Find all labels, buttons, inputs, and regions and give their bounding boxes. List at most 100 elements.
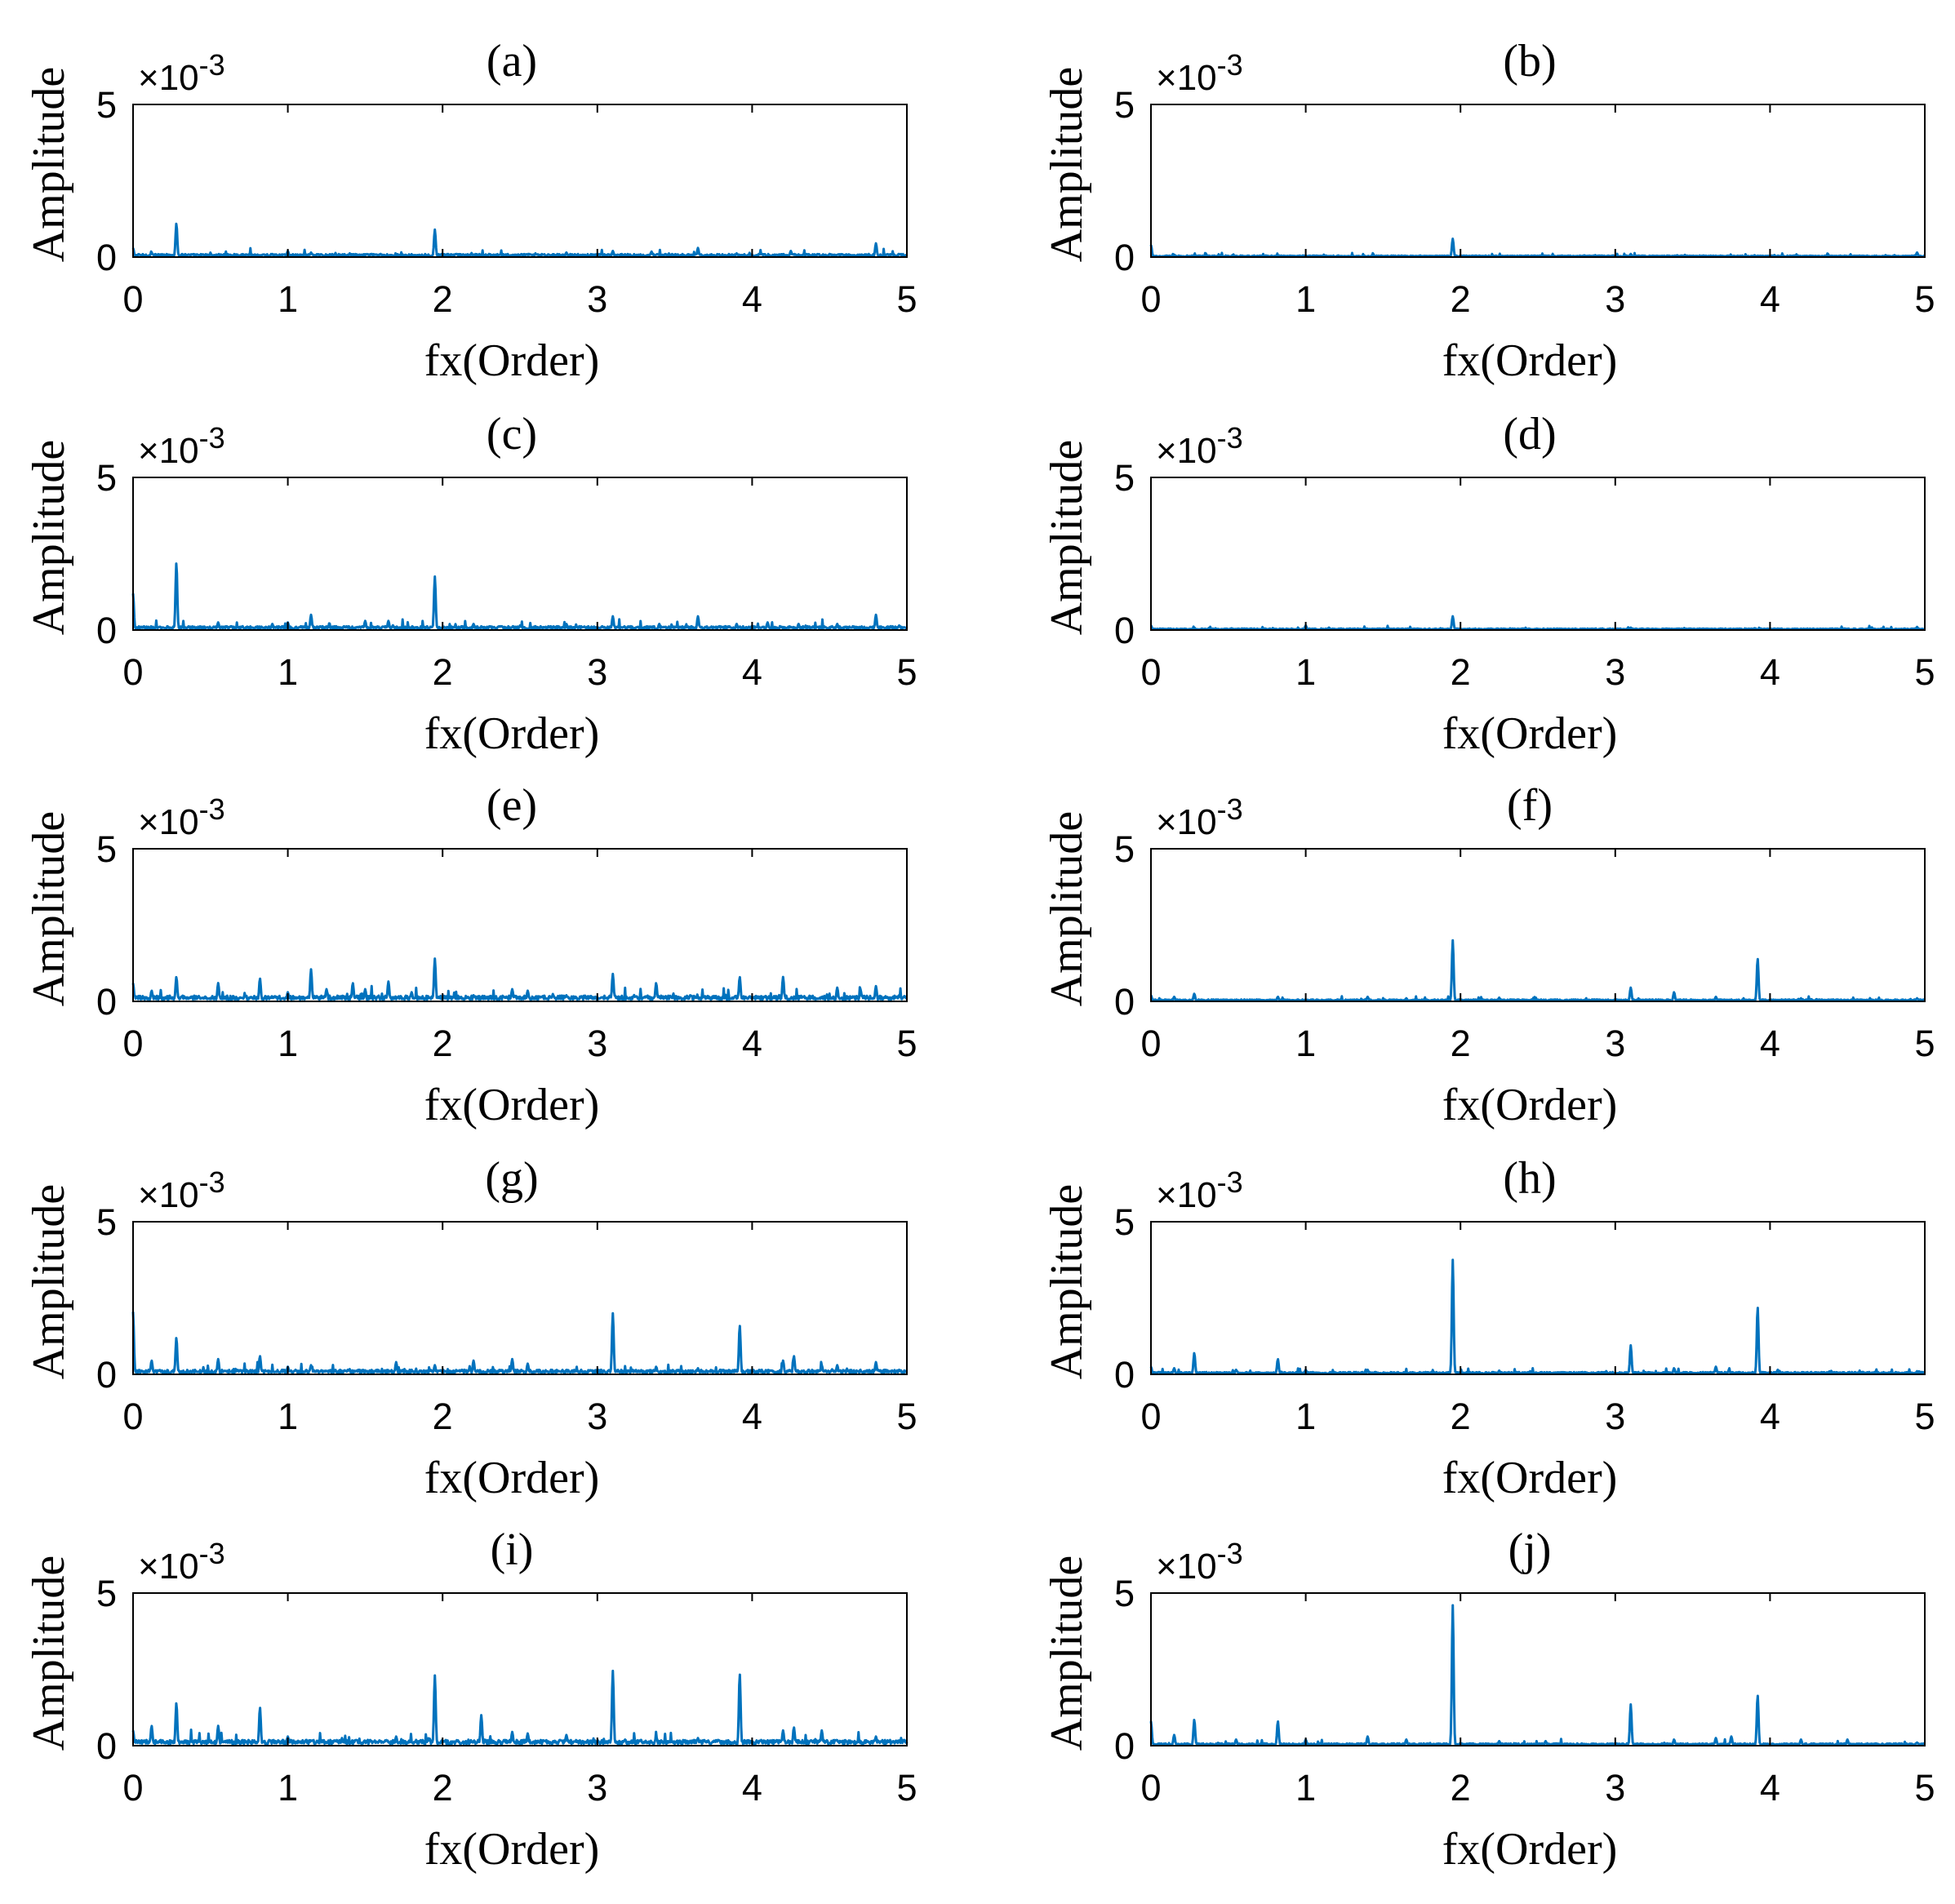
axes-box [132, 104, 908, 258]
y-tick-label: 5 [96, 457, 117, 499]
x-tick-label: 2 [433, 1767, 453, 1809]
exponent-label: ×10-3 [1156, 1165, 1243, 1215]
exponent-power: -3 [199, 792, 225, 826]
y-axis-label: Amplitude [24, 440, 74, 636]
x-tick-label: 4 [742, 278, 762, 320]
subplot-j: 0 1 2 3 4 5 0 5 ×10-3 (j) fx(Order) Amplitude [1042, 1525, 1935, 1875]
x-tick-label: 4 [1760, 651, 1780, 693]
x-tick-label: 0 [1140, 1023, 1161, 1064]
plot-area [1151, 104, 1925, 257]
axes-box [1150, 1592, 1926, 1746]
plot-area [133, 104, 907, 257]
exponent-base: ×10 [1156, 58, 1217, 98]
x-tick-label: 2 [433, 1396, 453, 1437]
y-axis-label: Amplitude [24, 67, 74, 263]
x-tick-label: 5 [1914, 1396, 1935, 1437]
x-tick-label: 1 [1295, 1023, 1316, 1064]
plot-area [1151, 1222, 1925, 1374]
axes-box [132, 848, 908, 1002]
x-tick-label: 3 [1605, 651, 1625, 693]
plot-area [133, 1222, 907, 1374]
x-tick-label: 0 [1140, 1767, 1161, 1809]
x-tick-label: 1 [278, 1396, 298, 1437]
x-tick-label: 0 [122, 1023, 143, 1064]
x-axis-label: fx(Order) [424, 335, 600, 386]
x-tick-label: 2 [1451, 1396, 1471, 1437]
subplot-g: 0 1 2 3 4 5 0 5 ×10-3 (g) fx(Order) Amplitude [24, 1153, 918, 1503]
y-tick-label: 5 [96, 828, 117, 870]
y-axis-label: Amplitude [24, 811, 74, 1007]
x-tick-label: 5 [1914, 1767, 1935, 1809]
x-tick-label: 1 [1295, 1396, 1316, 1437]
y-axis-label: Amplitude [24, 1556, 74, 1751]
panel-title: (h) [1503, 1153, 1556, 1204]
subplot-b: 0 1 2 3 4 5 0 5 ×10-3 (b) fx(Order) Amplitude [1042, 36, 1935, 386]
y-tick-label: 0 [1114, 1725, 1135, 1767]
y-tick-label: 0 [96, 1354, 117, 1396]
axes-box [1150, 104, 1926, 258]
axes-box [132, 1221, 908, 1375]
x-tick-label: 1 [278, 278, 298, 320]
x-tick-label: 2 [1451, 1767, 1471, 1809]
x-axis-label: fx(Order) [1442, 1453, 1618, 1503]
subplot-h: 0 1 2 3 4 5 0 5 ×10-3 (h) fx(Order) Amplitude [1042, 1153, 1935, 1503]
x-tick-label: 3 [587, 1023, 607, 1064]
x-tick-label: 3 [587, 278, 607, 320]
x-tick-label: 4 [742, 651, 762, 693]
exponent-power: -3 [1217, 792, 1243, 826]
series-line [131, 222, 909, 258]
x-tick-label: 2 [433, 1023, 453, 1064]
y-tick-label: 5 [96, 84, 117, 126]
panel-title: (i) [491, 1525, 534, 1575]
x-tick-label: 0 [1140, 651, 1161, 693]
y-tick-label: 5 [1114, 457, 1135, 499]
exponent-power: -3 [199, 1537, 225, 1570]
series-line [131, 1311, 908, 1374]
exponent-label: ×10-3 [138, 48, 225, 98]
plot-area [1151, 1593, 1925, 1746]
x-tick-label: 1 [278, 651, 298, 693]
exponent-power: -3 [199, 421, 225, 455]
x-tick-label: 5 [896, 651, 917, 693]
axes-box [1150, 848, 1926, 1002]
x-tick-label: 0 [122, 651, 143, 693]
y-axis-label: Amplitude [1042, 1556, 1092, 1751]
exponent-label: ×10-3 [138, 421, 225, 471]
exponent-label: ×10-3 [1156, 48, 1243, 98]
series-line [1149, 1604, 1926, 1746]
x-tick-label: 1 [278, 1023, 298, 1064]
x-axis-label: fx(Order) [1442, 1080, 1618, 1130]
plot-area [133, 849, 907, 1001]
panel-title: (a) [487, 36, 537, 87]
series-line [1149, 615, 1926, 631]
plot-area [133, 477, 907, 630]
x-axis-label: fx(Order) [424, 1824, 600, 1875]
series-line [131, 562, 909, 631]
subplot-d: 0 1 2 3 4 5 0 5 ×10-3 (d) fx(Order) Amplitude [1042, 409, 1935, 759]
x-tick-label: 4 [1760, 1023, 1780, 1064]
exponent-base: ×10 [1156, 1175, 1217, 1215]
x-tick-label: 1 [1295, 651, 1316, 693]
x-axis-label: fx(Order) [1442, 1824, 1618, 1875]
exponent-base: ×10 [138, 1175, 199, 1215]
axes-box [132, 1592, 908, 1746]
exponent-power: -3 [1217, 1537, 1243, 1570]
panel-title: (d) [1503, 409, 1556, 459]
x-tick-label: 5 [896, 1767, 917, 1809]
exponent-label: ×10-3 [138, 1165, 225, 1215]
exponent-base: ×10 [1156, 1547, 1217, 1587]
y-tick-label: 0 [96, 981, 117, 1023]
y-tick-label: 5 [1114, 1201, 1135, 1243]
x-tick-label: 0 [122, 1767, 143, 1809]
x-tick-label: 0 [122, 1396, 143, 1437]
y-tick-label: 0 [96, 610, 117, 651]
y-tick-label: 0 [96, 1725, 117, 1767]
axes-box [1150, 1221, 1926, 1375]
plot-area [133, 1593, 907, 1746]
series-line [131, 1669, 909, 1746]
exponent-base: ×10 [1156, 802, 1217, 842]
x-tick-label: 2 [433, 651, 453, 693]
x-tick-label: 5 [896, 278, 917, 320]
panel-title: (j) [1508, 1525, 1552, 1575]
x-tick-label: 5 [896, 1396, 917, 1437]
